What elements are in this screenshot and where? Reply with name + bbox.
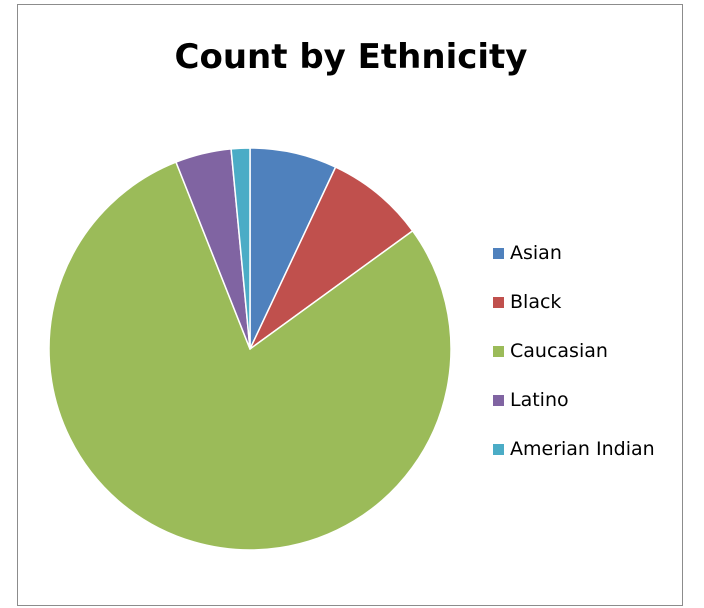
pie-slices — [48, 147, 452, 551]
legend-item-amerian-indian: Amerian Indian — [493, 437, 655, 461]
legend-item-caucasian: Caucasian — [493, 339, 655, 363]
legend-label: Amerian Indian — [510, 438, 655, 460]
chart-title: Count by Ethnicity — [174, 37, 528, 77]
legend-swatch-black — [493, 296, 504, 308]
pie-slice-amerian-indian — [230, 147, 251, 350]
chart-frame: Count by Ethnicity Asian Black Caucasian La… — [17, 4, 683, 606]
legend-label: Caucasian — [510, 340, 608, 362]
legend-swatch-latino — [493, 394, 504, 406]
legend-label: Latino — [510, 389, 569, 411]
pie-slice-black — [249, 166, 414, 350]
legend-item-black: Black — [493, 290, 655, 314]
legend-swatch-asian — [493, 247, 504, 259]
pie-chart — [48, 147, 452, 551]
pie-slice-caucasian — [48, 161, 452, 551]
legend-item-asian: Asian — [493, 241, 655, 265]
legend-item-latino: Latino — [493, 388, 655, 412]
legend-label: Black — [510, 291, 562, 313]
legend: Asian Black Caucasian Latino Amerian Indian — [493, 241, 655, 486]
legend-label: Asian — [510, 242, 562, 264]
legend-swatch-amerian-indian — [493, 443, 504, 455]
legend-swatch-caucasian — [493, 345, 504, 357]
